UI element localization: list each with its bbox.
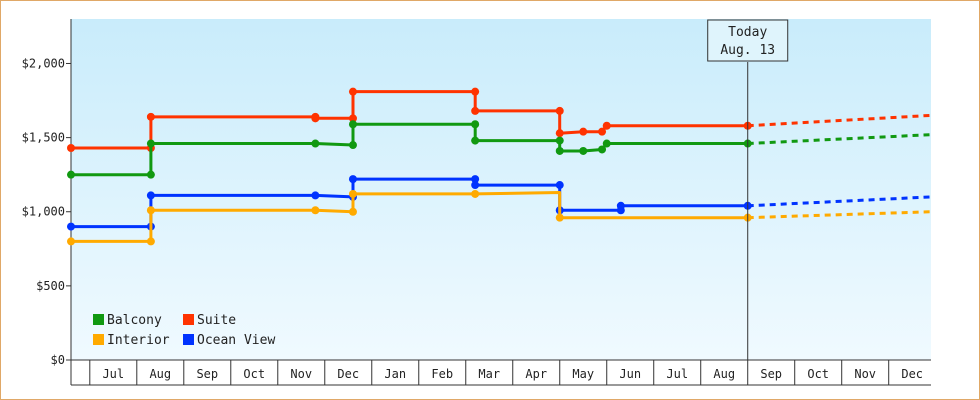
data-point — [348, 175, 357, 184]
x-tick-label: Oct — [243, 367, 265, 381]
data-point — [579, 127, 588, 136]
data-point — [146, 139, 155, 148]
data-point — [616, 201, 625, 210]
legend-swatch — [93, 334, 104, 345]
data-point — [67, 237, 75, 246]
y-tick-label: $2,000 — [22, 56, 65, 70]
data-point — [67, 222, 75, 231]
legend-label: Ocean View — [197, 333, 275, 348]
today-marker: Today Aug. 13 — [707, 19, 789, 360]
data-point — [67, 170, 75, 179]
series-interior — [67, 189, 932, 246]
data-point — [471, 189, 480, 198]
legend-swatch — [183, 334, 194, 345]
data-point — [471, 106, 480, 115]
y-tick-label: $0 — [51, 353, 65, 367]
x-tick-label: Apr — [525, 367, 547, 381]
data-point — [146, 237, 155, 246]
data-point — [311, 191, 320, 200]
data-point — [598, 127, 607, 136]
x-tick-label: Nov — [290, 367, 312, 381]
data-point — [602, 121, 611, 130]
series-line — [71, 191, 748, 243]
series-suite — [67, 87, 932, 152]
x-tick-label: Aug — [713, 367, 735, 381]
series-balcony — [67, 120, 932, 179]
forecast-line — [747, 195, 932, 208]
x-tick-label: Jul — [666, 367, 688, 381]
data-point — [555, 181, 564, 190]
x-tick-label: Aug — [149, 367, 171, 381]
forecast-line — [747, 133, 932, 146]
data-point — [471, 175, 480, 184]
x-tick-label: May — [572, 367, 594, 381]
data-point — [602, 139, 611, 148]
x-axis: Jul Aug Sep Oct Nov Dec Jan Feb Mar Apr May Jun Jul A… — [70, 359, 931, 386]
data-point — [471, 87, 480, 96]
data-point — [146, 170, 155, 179]
forecast-line — [747, 210, 932, 220]
data-point — [146, 206, 155, 215]
x-tick-label: Nov — [854, 367, 876, 381]
data-point — [471, 120, 480, 129]
x-tick-label: Jun — [619, 367, 641, 381]
legend-swatch — [183, 314, 194, 325]
data-point — [146, 191, 155, 200]
data-point — [146, 112, 155, 121]
data-point — [348, 189, 357, 198]
legend: Balcony Suite Interior Ocean View — [93, 313, 275, 348]
data-point — [555, 136, 564, 145]
today-box — [707, 19, 789, 62]
legend-swatch — [93, 314, 104, 325]
data-point — [311, 139, 320, 148]
x-tick-label: Sep — [196, 367, 218, 381]
data-point — [348, 120, 357, 129]
data-point — [471, 136, 480, 145]
data-point — [348, 87, 357, 96]
data-point — [348, 114, 357, 123]
data-point — [555, 146, 564, 155]
data-point — [311, 206, 320, 215]
plot-background — [71, 19, 931, 360]
data-point — [67, 143, 75, 152]
legend-label: Interior — [107, 333, 170, 348]
x-tick-label: Jan — [384, 367, 406, 381]
series-layer — [67, 87, 932, 246]
x-tick-label: Feb — [431, 367, 453, 381]
data-point — [555, 213, 564, 222]
today-date: Aug. 13 — [720, 43, 775, 58]
y-tick-label: $1,500 — [22, 131, 65, 145]
legend-label: Suite — [197, 313, 236, 328]
y-tick-label: $1,000 — [22, 205, 65, 219]
x-tick-label: Jul — [102, 367, 124, 381]
data-point — [471, 181, 480, 190]
series-ocean-view — [67, 175, 932, 231]
legend-label: Balcony — [107, 313, 162, 328]
forecast-line — [747, 113, 932, 128]
data-point — [348, 141, 357, 150]
data-point — [348, 207, 357, 216]
x-tick-label: Dec — [337, 367, 359, 381]
x-tick-label: Mar — [478, 367, 500, 381]
y-axis: $0 $500 $1,000 $1,500 $2,000 — [22, 19, 72, 367]
x-tick-label: Dec — [901, 367, 923, 381]
data-point — [555, 129, 564, 138]
x-tick-label: Oct — [807, 367, 829, 381]
data-point — [579, 146, 588, 155]
y-tick-label: $500 — [36, 279, 65, 293]
data-point — [311, 114, 320, 123]
data-point — [598, 145, 607, 154]
today-label: Today — [728, 25, 767, 40]
x-tick-label: Sep — [760, 367, 782, 381]
data-point — [555, 106, 564, 115]
